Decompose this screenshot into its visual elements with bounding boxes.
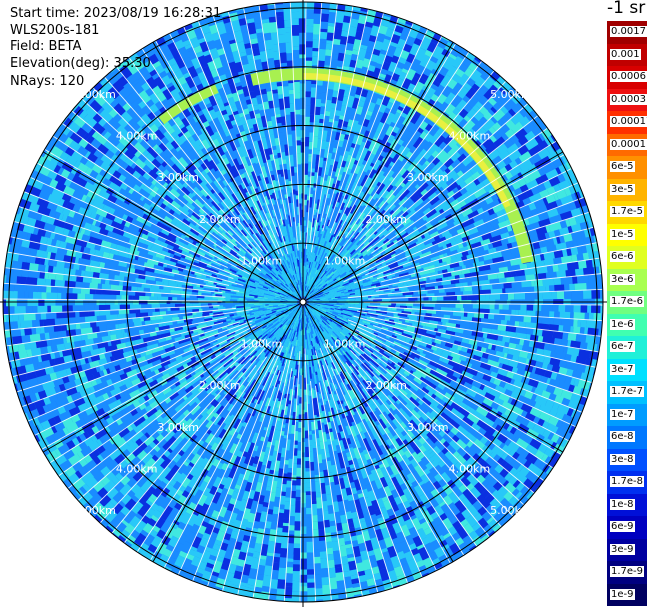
colorbar-tick-label: 0.0003 (610, 93, 647, 105)
colorbar-swatch: 3e-9 (607, 538, 647, 561)
range-ring-label: 1.00km (324, 338, 366, 351)
range-ring-label: 4.00km (449, 462, 491, 475)
colorbar-tick-label: 3e-9 (610, 543, 635, 555)
start-time-text: Start time: 2023/08/19 16:28:31 (10, 6, 222, 21)
range-ring-label: 5.00km (74, 88, 116, 101)
colorbar-swatch: 0.0006 (607, 66, 647, 89)
colorbar-tick-label: 0.0017 (610, 26, 647, 37)
range-ring-label: 2.00km (365, 213, 407, 226)
nrays-text: NRays: 120 (10, 74, 85, 89)
range-ring-label: 1.00km (241, 254, 283, 267)
colorbar-tick-label: 1.7e-8 (610, 476, 645, 487)
range-ring-label: 3.00km (157, 421, 199, 434)
colorbar-tick-label: 3e-7 (610, 363, 635, 375)
colorbar-swatch: 1.7e-7 (607, 381, 647, 404)
colorbar-swatch: 1.7e-6 (607, 291, 647, 314)
colorbar-tick-label: 1e-5 (610, 228, 635, 240)
range-ring-label: 1.00km (241, 338, 283, 351)
high-backscatter-band (302, 73, 511, 208)
colorbar-swatch: 6e-9 (607, 516, 647, 539)
colorbar-swatch: 0.0001 (607, 133, 647, 156)
colorbar-swatch: 1e-8 (607, 493, 647, 516)
range-ring-label: 5.00km (490, 88, 532, 101)
colorbar-tick-label: 0.0001 (610, 138, 647, 150)
colorbar-tick-label: 3e-5 (610, 183, 635, 195)
range-ring-label: 1.00km (324, 254, 366, 267)
colorbar-tick-label: 0.0006 (610, 71, 647, 82)
colorbar-unit-label: -1 sr (607, 0, 646, 18)
range-ring-label: 4.00km (116, 462, 158, 475)
range-ring-label: 4.00km (116, 130, 158, 143)
range-ring-label: 3.00km (157, 171, 199, 184)
colorbar-tick-label: 6e-5 (610, 161, 635, 172)
colorbar-swatch: 0.001 (607, 43, 647, 66)
colorbar-swatch: 1.7e-9 (607, 561, 647, 584)
colorbar-swatch: 6e-7 (607, 336, 647, 359)
colorbar-swatch: 6e-5 (607, 156, 647, 179)
colorbar-swatch: 6e-6 (607, 246, 647, 269)
colorbar-tick-label: 1e-9 (610, 588, 635, 600)
range-ring-label: 2.00km (365, 379, 407, 392)
colorbar-tick-label: 1.7e-6 (610, 296, 645, 307)
scan-info-panel: Start time: 2023/08/19 16:28:31 WLS200s-… (10, 6, 221, 91)
colorbar-tick-label: 6e-7 (610, 341, 635, 352)
colorbar-tick-label: 1e-7 (610, 408, 635, 420)
colorbar-swatch: 3e-5 (607, 178, 647, 201)
colorbar-tick-label: 6e-8 (610, 431, 635, 442)
colorbar-swatch: 1e-6 (607, 313, 647, 336)
colorbar-tick-label: 0.00017 (610, 116, 647, 127)
colorbar-tick-label: 6e-9 (610, 521, 635, 532)
colorbar-swatch: 1.7e-5 (607, 201, 647, 224)
colorbar-swatch: 0.0003 (607, 88, 647, 111)
colorbar-tick-label: 1e-8 (610, 498, 635, 510)
range-ring-label: 4.00km (449, 130, 491, 143)
range-ring-label: 3.00km (407, 171, 449, 184)
colorbar-tick-label: 0.001 (610, 48, 641, 60)
instrument-name-text: WLS200s-181 (10, 22, 100, 38)
scanner-origin-marker (299, 298, 307, 306)
field-text: Field: BETA (10, 39, 82, 54)
range-ring-label: 3.00km (407, 421, 449, 434)
colorbar-swatch: 3e-6 (607, 268, 647, 291)
colorbar-swatch: 0.00017 (607, 111, 647, 134)
colorbar-tick-label: 3e-8 (610, 453, 635, 465)
colorbar-swatch: 3e-7 (607, 358, 647, 381)
range-ring-label: 2.00km (199, 213, 241, 226)
colorbar-swatch: 1e-5 (607, 223, 647, 246)
colorbar-swatch: 1.7e-8 (607, 471, 647, 494)
colorbar-tick-label: 1.7e-7 (610, 386, 645, 397)
colorbar-tick-label: 1.7e-9 (610, 566, 645, 577)
elevation-text: Elevation(deg): 35.30 (10, 55, 151, 71)
colorbar-tick-label: 1.7e-5 (610, 206, 645, 217)
colorbar-swatch: 3e-8 (607, 448, 647, 471)
colorbar-tick-label: 3e-6 (610, 273, 635, 285)
colorbar-tick-label: 1e-6 (610, 318, 635, 330)
range-ring-label: 5.00km (490, 504, 532, 517)
colorbar-swatch: 1e-9 (607, 583, 647, 606)
colorbar-swatch: 1e-7 (607, 403, 647, 426)
range-ring-label: 2.00km (199, 379, 241, 392)
colorbar-tick-label: 6e-6 (610, 251, 635, 262)
colorbar-swatch: 6e-8 (607, 426, 647, 449)
colorbar-swatch: 0.0017 (607, 21, 647, 44)
range-ring-label: 5.00km (74, 504, 116, 517)
